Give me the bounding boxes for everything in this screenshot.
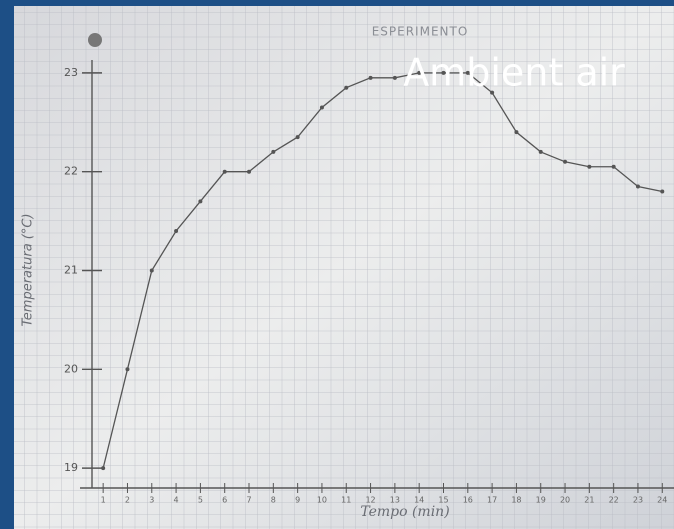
data-point	[587, 165, 591, 169]
data-point	[247, 170, 251, 174]
data-point	[223, 170, 227, 174]
page: ESPERIMENTO Tempo (min) Temperatura (°C)…	[0, 0, 674, 529]
chart-title: ESPERIMENTO	[372, 25, 469, 39]
data-point	[612, 165, 616, 169]
y-axis-label: Temperatura (°C)	[21, 213, 36, 326]
chart: ESPERIMENTO Tempo (min) Temperatura (°C)…	[0, 0, 674, 529]
data-point	[296, 135, 300, 139]
data-point	[660, 189, 664, 193]
data-point	[369, 76, 373, 80]
x-tick-label: 7	[246, 496, 251, 505]
x-tick-label: 10	[317, 496, 327, 505]
data-point	[125, 367, 129, 371]
data-point	[320, 105, 324, 109]
x-tick-label: 2	[125, 496, 130, 505]
data-point	[174, 229, 178, 233]
x-tick-label: 17	[487, 496, 497, 505]
x-tick-label: 4	[174, 496, 179, 505]
x-tick-label: 20	[560, 496, 570, 505]
x-tick-label: 15	[438, 496, 448, 505]
x-tick-label: 19	[536, 496, 546, 505]
hole	[88, 33, 102, 47]
data-point	[539, 150, 543, 154]
x-tick-label: 3	[149, 496, 154, 505]
data-point	[150, 269, 154, 273]
y-tick-label: 20	[64, 362, 78, 375]
x-tick-label: 18	[511, 496, 521, 505]
data-point	[344, 86, 348, 90]
x-tick-label: 11	[341, 496, 351, 505]
x-tick-label: 21	[584, 496, 594, 505]
x-tick-label: 14	[414, 496, 424, 505]
x-tick-label: 5	[198, 496, 203, 505]
y-tick-label: 19	[64, 461, 78, 474]
data-point	[514, 130, 518, 134]
x-tick-label: 12	[365, 496, 375, 505]
data-point	[636, 185, 640, 189]
data-point	[198, 199, 202, 203]
x-tick-label: 1	[101, 496, 106, 505]
x-tick-label: 23	[633, 496, 643, 505]
data-point	[563, 160, 567, 164]
x-tick-label: 8	[271, 496, 276, 505]
data-point	[393, 76, 397, 80]
data-point	[101, 466, 105, 470]
y-tick-label: 22	[64, 165, 78, 178]
x-tick-label: 22	[609, 496, 619, 505]
x-tick-label: 6	[222, 496, 227, 505]
data-point	[271, 150, 275, 154]
overlay-title: Ambient air	[403, 51, 625, 95]
x-axis-label: Tempo (min)	[360, 504, 449, 520]
x-tick-label: 16	[463, 496, 473, 505]
y-tick-label: 23	[64, 66, 78, 79]
y-tick-label: 21	[64, 264, 78, 277]
x-tick-label: 24	[657, 496, 667, 505]
x-tick-label: 13	[390, 496, 400, 505]
x-tick-label: 9	[295, 496, 300, 505]
